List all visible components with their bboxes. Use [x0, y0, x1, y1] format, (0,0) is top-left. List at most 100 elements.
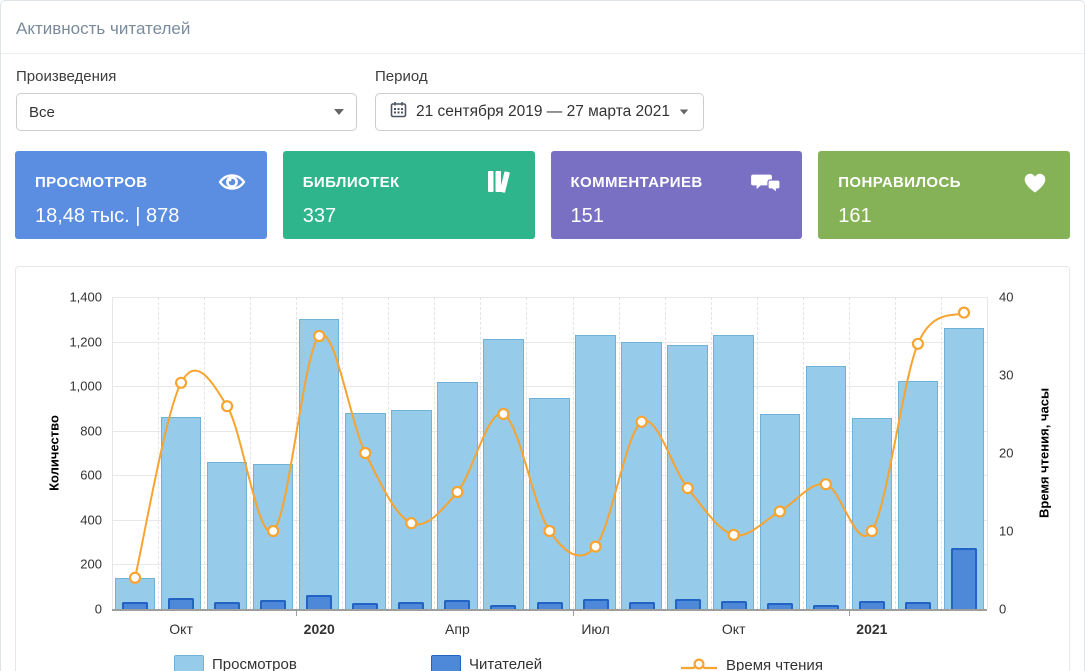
bar-readers	[628, 602, 655, 609]
reading-time-line	[128, 306, 971, 584]
line-marker	[221, 400, 234, 413]
calendar-icon	[390, 101, 407, 123]
bar-views	[391, 409, 432, 609]
vertical-gridline	[204, 297, 206, 609]
stat-label: ПОНРАВИЛОСЬ	[838, 173, 961, 191]
works-filter: Произведения Все	[16, 68, 357, 131]
y-axis-tick-left: 1,000	[69, 378, 102, 394]
line-marker	[128, 571, 142, 584]
legend-item-reading-time[interactable]: Время чтения	[680, 655, 823, 671]
y-axis-tick-right: 0	[999, 601, 1007, 617]
bar-readers	[766, 603, 793, 609]
y-axis-tick-left: 200	[80, 556, 102, 572]
line-marker	[957, 306, 971, 319]
stat-card-views: ПРОСМОТРОВ 18,48 тыс. | 878	[15, 151, 267, 239]
line-marker	[497, 407, 510, 421]
y-axis-title-right: Время чтения, часы	[1036, 387, 1052, 519]
y-axis-tick-left: 600	[80, 467, 102, 483]
legend-label: Читателей	[469, 656, 543, 671]
stat-label: КОММЕНТАРИЕВ	[570, 173, 703, 191]
bar-readers	[398, 602, 425, 609]
y-axis-tick-left: 800	[80, 423, 102, 439]
stat-card-comments: КОММЕНТАРИЕВ 151	[550, 151, 803, 239]
period-select[interactable]: 21 сентября 2019 — 27 марта 2021	[375, 93, 705, 131]
stat-value: 161	[838, 205, 872, 227]
x-axis-label: Июл	[581, 621, 610, 637]
bar-readers	[168, 597, 195, 609]
bar-readers	[260, 600, 287, 609]
y-axis-tick-right: 20	[999, 445, 1014, 461]
bar-views	[298, 319, 340, 609]
bar-readers	[950, 547, 977, 609]
gridline	[112, 297, 987, 298]
y-axis-tick-right: 40	[999, 289, 1014, 305]
bar-readers	[904, 602, 931, 609]
line-marker	[359, 446, 372, 460]
gridline	[112, 341, 987, 343]
works-select-value: Все	[29, 103, 55, 121]
period-filter-label: Период	[375, 68, 428, 85]
y-axis-tick-right: 10	[999, 523, 1014, 539]
line-marker	[911, 337, 925, 350]
x-axis-label: Окт	[169, 621, 193, 637]
line-marker	[773, 505, 786, 518]
works-select[interactable]: Все	[16, 93, 357, 131]
vertical-gridline	[296, 297, 298, 609]
legend-label: Время чтения	[726, 656, 823, 671]
vertical-gridline	[710, 297, 712, 609]
x-axis-label: Апр	[445, 621, 470, 637]
bar-readers	[490, 604, 517, 609]
line-marker	[313, 329, 326, 343]
bar-views	[621, 341, 662, 609]
period-select-value: 21 сентября 2019 — 27 марта 2021	[416, 103, 671, 120]
bar-views	[575, 334, 616, 609]
line-marker	[865, 524, 878, 538]
plot-border-left	[112, 297, 113, 609]
chart-legend: Просмотров Читателей Время чтения	[16, 655, 1069, 671]
stat-label: БИБЛИОТЕК	[302, 173, 400, 191]
bar-views	[713, 334, 754, 609]
vertical-gridline	[158, 297, 160, 609]
line-marker	[635, 415, 648, 428]
bar-views	[851, 418, 893, 609]
panel-header: Активность читателей	[1, 1, 1084, 54]
vertical-gridline	[848, 297, 850, 609]
bar-readers	[674, 598, 701, 609]
legend-item-views[interactable]: Просмотров	[174, 655, 297, 671]
y-axis-tick-left: 1,200	[69, 334, 102, 350]
legend-item-readers[interactable]: Читателей	[431, 655, 542, 671]
x-axis-label: Окт	[721, 621, 746, 637]
x-axis-label: 2020	[303, 621, 335, 637]
views-swatch-icon	[174, 655, 204, 671]
x-axis-label: 2021	[856, 621, 888, 637]
activity-chart: 0 200 400 600 800 1,000 1,200 1,400 0 10 20 30 40 Окт…	[15, 266, 1070, 671]
line-swatch-icon	[680, 655, 718, 671]
plot-border-right	[987, 297, 988, 609]
line-marker	[174, 376, 188, 389]
vertical-gridline	[480, 297, 482, 609]
bar-readers	[812, 604, 839, 609]
stat-value: 337	[302, 205, 337, 227]
vertical-gridline	[802, 297, 804, 609]
bar-views	[160, 417, 202, 609]
vertical-gridline	[250, 297, 252, 609]
bar-readers	[536, 602, 563, 609]
bar-readers	[720, 601, 747, 609]
stat-value: 151	[570, 205, 604, 227]
bar-views	[897, 380, 939, 609]
books-icon	[485, 168, 515, 196]
bar-readers	[444, 600, 471, 609]
bar-readers	[214, 602, 241, 609]
bar-readers	[122, 602, 149, 609]
y-axis-tick-left: 0	[94, 601, 102, 617]
y-axis-tick-left: 400	[80, 512, 102, 528]
gridline	[112, 386, 987, 388]
vertical-gridline	[940, 297, 942, 609]
line-marker	[589, 540, 602, 553]
x-axis-tick	[572, 611, 574, 616]
x-axis-tick	[296, 611, 298, 616]
stat-card-libraries: БИБЛИОТЕК 337	[282, 151, 535, 239]
line-marker	[405, 517, 418, 530]
line-marker	[727, 528, 740, 541]
